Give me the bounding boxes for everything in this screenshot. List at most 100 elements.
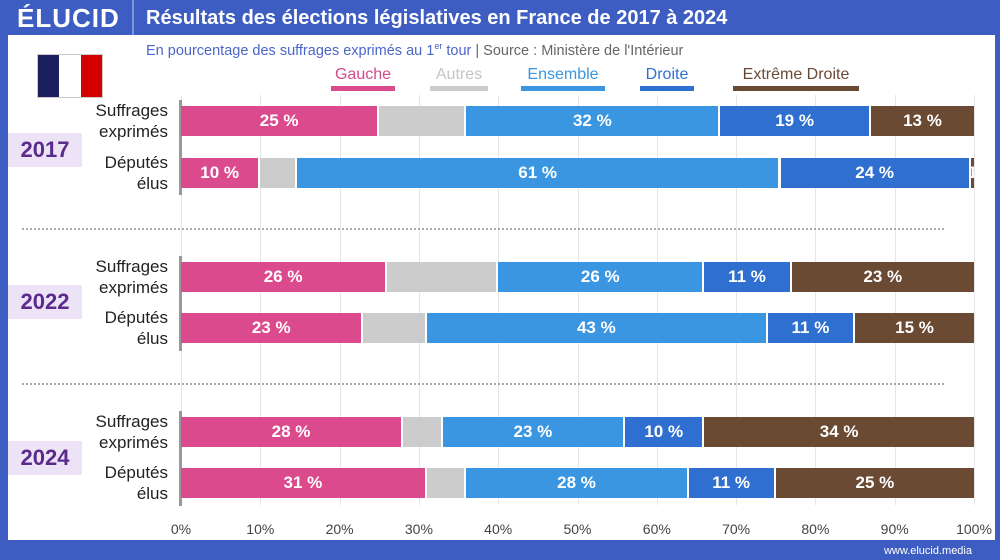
bar-segment: 23 % <box>181 313 364 343</box>
tick-label: 40% <box>484 521 513 537</box>
tick-label: 10% <box>246 521 275 537</box>
row-label-line: Suffrages <box>95 412 168 431</box>
gridline <box>894 95 896 505</box>
bar-segment: 24 % <box>780 158 971 188</box>
bar-segment: 25 % <box>181 106 380 136</box>
france-flag-icon <box>37 54 103 98</box>
subtitle-sup: er <box>434 41 443 51</box>
gridline <box>418 95 420 505</box>
source-separator: | <box>471 42 484 59</box>
bar-segment <box>260 158 297 188</box>
bar-segment: 15 % <box>855 313 974 343</box>
bar-segment: 28 % <box>466 468 689 498</box>
bar-segment <box>363 313 427 343</box>
legend-item: Autres <box>430 66 488 91</box>
subtitle-text: En pourcentage des suffrages exprimés au… <box>146 42 435 59</box>
row-label: Députés élus <box>8 307 168 349</box>
year-label: 2022 <box>8 285 82 319</box>
tick-label: 70% <box>722 521 751 537</box>
bar-segment: 26 % <box>181 262 388 292</box>
row-label: Suffrages exprimés <box>8 411 168 453</box>
legend-swatch <box>733 86 859 91</box>
legend-swatch <box>331 86 395 91</box>
row-label-line: exprimés <box>99 278 168 297</box>
tick-label: 80% <box>801 521 830 537</box>
bar-segment: 13 % <box>870 106 974 136</box>
bar-segment: 61 % <box>296 158 781 188</box>
bar-segment: 11 % <box>688 468 776 498</box>
bar-segment <box>387 262 499 292</box>
legend-item: Extrême Droite <box>733 66 859 91</box>
gridline <box>815 95 817 505</box>
bar-segment <box>379 106 467 136</box>
row-label-line: Suffrages <box>95 101 168 120</box>
row-label: Députés élus <box>8 152 168 194</box>
row-label-line: Députés <box>104 153 168 172</box>
bar-segment: 11 % <box>704 262 792 292</box>
bar-segment: 31 % <box>181 468 427 498</box>
legend-item: Gauche <box>331 66 395 91</box>
bar-segment: 25 % <box>775 468 974 498</box>
tick-label: 0% <box>170 521 192 537</box>
bar-segment: 23 % <box>791 262 974 292</box>
bar-segment: 43 % <box>426 313 768 343</box>
group-separator <box>22 228 944 230</box>
row-label-line: Députés <box>104 308 168 327</box>
tick-label: 20% <box>325 521 354 537</box>
bar-segment: 10 % <box>181 158 261 188</box>
tick-label: 90% <box>880 521 909 537</box>
bar-segment: 28 % <box>181 417 404 447</box>
bar-segment: 19 % <box>720 106 871 136</box>
row-label: Suffrages exprimés <box>8 256 168 298</box>
logo: ÉLUCID <box>17 3 120 33</box>
footer-url[interactable]: www.elucid.media <box>883 545 972 557</box>
bar-segment: 26 % <box>498 262 705 292</box>
legend-swatch <box>430 86 488 91</box>
legend-item: Ensemble <box>521 66 605 91</box>
bar-segment: 10 % <box>625 417 705 447</box>
tick-label: 30% <box>404 521 433 537</box>
chart-subtitle: En pourcentage des suffrages exprimés au… <box>146 41 683 59</box>
legend-item: Droite <box>640 66 694 91</box>
gridline <box>974 95 975 505</box>
axis-line <box>179 411 182 506</box>
row-label-line: Députés <box>104 463 168 482</box>
year-label: 2024 <box>8 441 82 475</box>
bar-segment <box>403 417 443 447</box>
legend-label: Autres <box>435 66 483 83</box>
legend-label: Ensemble <box>527 66 599 83</box>
tick-label: 100% <box>956 521 992 537</box>
legend-swatch <box>640 86 694 91</box>
legend-swatch <box>521 86 605 91</box>
axis-line <box>179 256 182 351</box>
year-label: 2017 <box>8 133 82 167</box>
row-label-line: exprimés <box>99 433 168 452</box>
gridline <box>656 95 658 505</box>
bar-segment: 11 % <box>767 313 856 343</box>
row-label: Suffrages exprimés <box>8 100 168 142</box>
row-label-line: Suffrages <box>95 257 168 276</box>
divider <box>132 0 134 35</box>
subtitle-tail: tour <box>442 42 472 59</box>
gridline <box>339 95 341 505</box>
bar-segment: 23 % <box>442 417 626 447</box>
legend-label: Gauche <box>334 66 392 83</box>
bar-segment: 1 <box>970 158 974 188</box>
chart-title: Résultats des élections législatives en … <box>146 7 728 29</box>
gridline <box>260 95 262 505</box>
legend-label: Droite <box>645 66 689 83</box>
gridline <box>577 95 579 505</box>
legend-label: Extrême Droite <box>742 66 850 83</box>
row-label: Députés élus <box>8 462 168 504</box>
header: ÉLUCID Résultats des élections législati… <box>0 0 1000 35</box>
tick-label: 60% <box>642 521 671 537</box>
row-label-line: élus <box>136 329 168 348</box>
gridline <box>498 95 500 505</box>
bar-segment: 32 % <box>466 106 721 136</box>
bar-segment <box>426 468 467 498</box>
row-label-line: exprimés <box>99 122 168 141</box>
row-label-line: élus <box>136 174 168 193</box>
axis-line <box>179 100 182 195</box>
bar-segment: 34 % <box>704 417 974 447</box>
tick-label: 50% <box>563 521 592 537</box>
